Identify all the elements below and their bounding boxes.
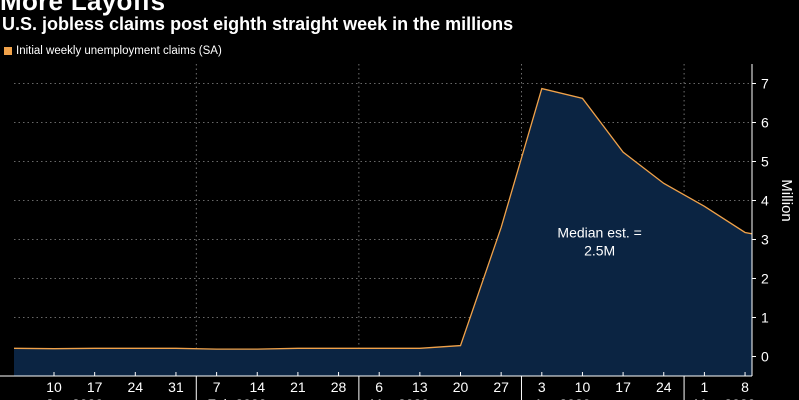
- annotation-line-0: Median est. =: [557, 225, 641, 241]
- x-tick-label-10: 20: [453, 379, 469, 395]
- y-tick-label-7: 7: [761, 76, 769, 92]
- y-tick-label-5: 5: [761, 154, 769, 170]
- legend-label: Initial weekly unemployment claims (SA): [16, 45, 222, 57]
- legend: Initial weekly unemployment claims (SA): [4, 45, 222, 57]
- month-label-1: Feb 2020: [207, 396, 266, 400]
- month-label-0: Jan 2020: [46, 396, 104, 400]
- x-tick-label-13: 10: [575, 379, 591, 395]
- x-tick-label-14: 17: [615, 379, 631, 395]
- y-tick-label-1: 1: [761, 310, 769, 326]
- month-label-3: Apr 2020: [534, 396, 591, 400]
- y-axis-label: Million: [778, 179, 795, 222]
- y-tick-label-6: 6: [761, 115, 769, 131]
- headline: More Layoffs: [0, 0, 166, 16]
- month-label-4: May 2020: [694, 396, 756, 400]
- x-tick-label-1: 17: [87, 379, 103, 395]
- x-tick-label-16: 1: [701, 379, 709, 395]
- x-tick-label-2: 24: [128, 379, 144, 395]
- x-tick-label-3: 31: [168, 379, 184, 395]
- x-tick-label-9: 13: [412, 379, 428, 395]
- x-tick-label-8: 6: [375, 379, 383, 395]
- y-tick-label-4: 4: [761, 193, 769, 209]
- x-tick-label-5: 14: [249, 379, 265, 395]
- x-tick-label-7: 28: [331, 379, 347, 395]
- x-tick-label-4: 7: [213, 379, 221, 395]
- y-tick-label-3: 3: [761, 232, 769, 248]
- x-tick-label-17: 8: [741, 379, 749, 395]
- y-tick-label-2: 2: [761, 271, 769, 287]
- x-tick-label-0: 10: [46, 379, 62, 395]
- chart-subtitle: U.S. jobless claims post eighth straight…: [2, 14, 514, 34]
- series-line: [14, 87, 752, 350]
- x-tick-label-11: 27: [493, 379, 509, 395]
- x-tick-label-12: 3: [538, 379, 546, 395]
- x-tick-label-6: 21: [290, 379, 306, 395]
- legend-swatch: [4, 47, 12, 55]
- y-tick-label-0: 0: [761, 349, 769, 365]
- series-area: [14, 88, 752, 376]
- x-tick-label-15: 24: [656, 379, 672, 395]
- month-label-2: Mar 2020: [370, 396, 429, 400]
- annotation-line-1: 2.5M: [584, 243, 615, 259]
